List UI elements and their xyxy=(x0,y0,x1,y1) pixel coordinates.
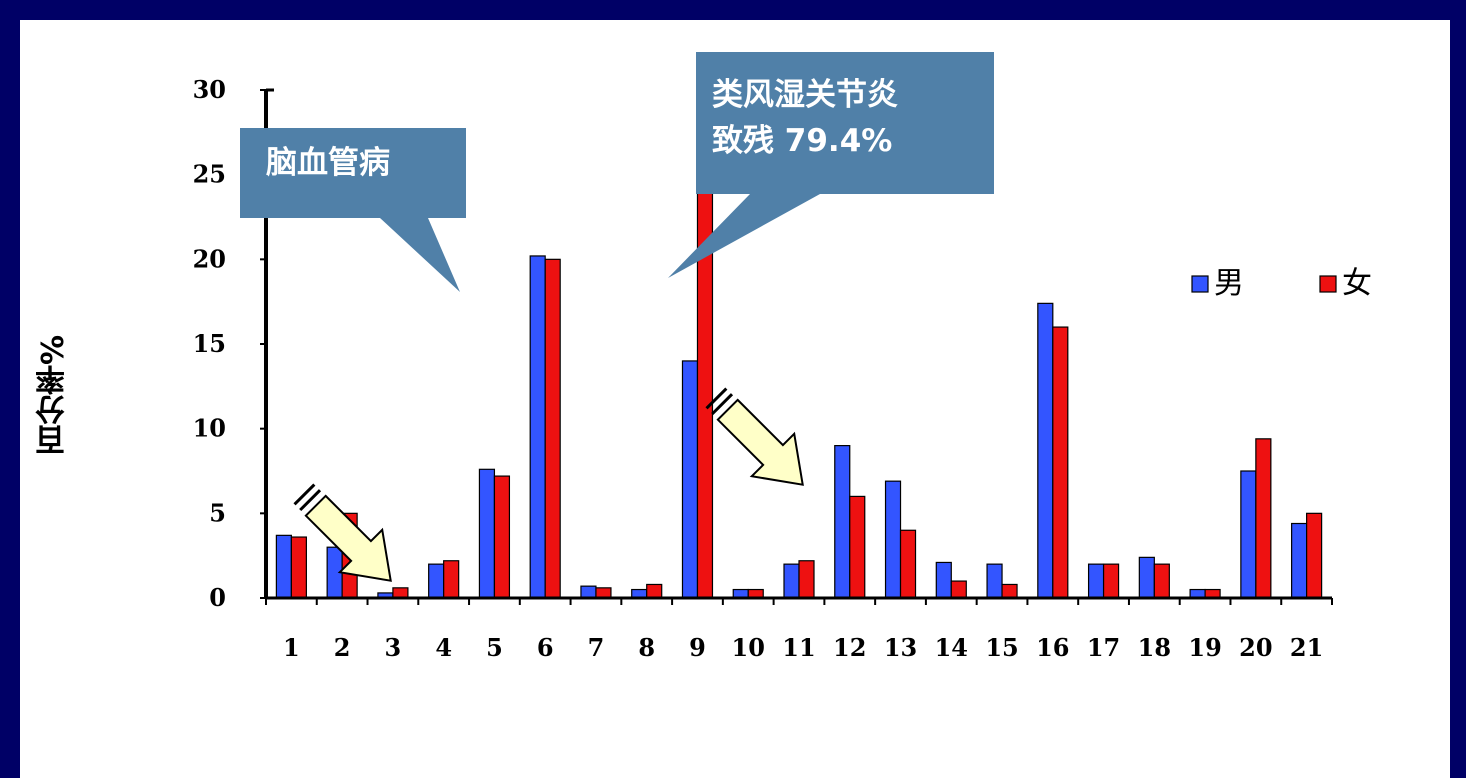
bar-female-1 xyxy=(290,536,307,599)
x-tick-label: 11 xyxy=(782,633,815,662)
legend-swatch xyxy=(1191,275,1209,293)
y-tick-label: 25 xyxy=(193,160,226,189)
x-tick-label: 3 xyxy=(385,633,402,662)
bar-female-4 xyxy=(443,560,460,599)
bar-male-5 xyxy=(478,468,496,599)
bar-male-18 xyxy=(1138,556,1155,599)
bar-male-14 xyxy=(935,561,952,599)
callout-arthritis-line2: 致残 79.4% xyxy=(712,123,893,159)
y-tick-label: 10 xyxy=(193,414,226,443)
legend: 男女 xyxy=(1191,266,1372,301)
bar-male-9 xyxy=(681,360,699,599)
bar-female-14 xyxy=(950,580,967,599)
callout-arthritis-box xyxy=(668,52,994,278)
x-tick-label: 14 xyxy=(935,633,968,662)
x-tick-label: 8 xyxy=(638,633,655,662)
bar-male-7 xyxy=(580,585,597,599)
x-tick-label: 13 xyxy=(884,633,917,662)
bar-female-13 xyxy=(899,529,917,599)
bar-male-21 xyxy=(1291,522,1308,599)
y-tick-label: 20 xyxy=(193,244,226,273)
callout-arthritis-line1: 类风湿关节炎 xyxy=(712,77,898,113)
y-tick-label: 15 xyxy=(193,329,226,358)
x-tick-label: 2 xyxy=(334,633,351,662)
arrow-icon xyxy=(293,483,392,582)
bar-female-21 xyxy=(1306,512,1323,599)
x-tick-label: 17 xyxy=(1087,633,1120,662)
bar-female-20 xyxy=(1255,438,1272,599)
legend-label: 女 xyxy=(1342,266,1372,301)
x-tick-label: 10 xyxy=(732,633,765,662)
legend-swatch xyxy=(1319,275,1337,293)
bar-male-15 xyxy=(986,563,1003,599)
bar-male-11 xyxy=(783,563,800,599)
x-tick-labels: 1 2 3 4 5 6 7 8 9 10 11 12 13 14 15 16 17 18 19 20 21 xyxy=(283,633,1323,662)
x-tick-label: 20 xyxy=(1239,633,1272,662)
y-tick-label: 0 xyxy=(209,583,226,612)
bar-female-7 xyxy=(595,587,612,599)
y-tick-label: 30 xyxy=(193,75,226,104)
bar-male-6 xyxy=(529,255,546,599)
x-tick-label: 15 xyxy=(985,633,1018,662)
bar-female-15 xyxy=(1001,583,1018,599)
bar-female-6 xyxy=(544,258,561,599)
x-tick-label: 12 xyxy=(833,633,866,662)
bar-female-5 xyxy=(493,475,511,599)
x-tick-label: 4 xyxy=(435,633,452,662)
x-tick-label: 5 xyxy=(486,633,503,662)
bar-male-16 xyxy=(1037,302,1054,599)
bar-female-17 xyxy=(1102,563,1120,599)
bar-female-12 xyxy=(849,495,866,599)
bar-female-8 xyxy=(646,583,663,599)
y-tick-labels: 0 5 10 15 20 25 30 xyxy=(193,75,226,612)
bar-male-17 xyxy=(1087,563,1105,599)
x-tick-label: 7 xyxy=(588,633,605,662)
bar-male-4 xyxy=(428,563,445,599)
x-tick-label: 9 xyxy=(689,633,706,662)
x-tick-label: 1 xyxy=(283,633,300,662)
y-axis-label: 百分率% xyxy=(36,334,71,456)
x-tick-label: 18 xyxy=(1138,633,1171,662)
x-tick-label: 19 xyxy=(1188,633,1221,662)
slide: 0 5 10 15 20 25 30 1 2 3 4 5 6 7 8 9 10 11 12 13 14 15 16 17 18… xyxy=(20,20,1450,778)
callout-stroke-box xyxy=(240,128,466,292)
arrow-icon xyxy=(705,387,804,486)
bar-male-1 xyxy=(275,534,292,599)
bar-male-13 xyxy=(884,480,902,599)
bar-female-18 xyxy=(1153,563,1170,599)
bar-female-3 xyxy=(392,587,409,599)
bar-male-20 xyxy=(1240,470,1257,599)
x-tick-label: 16 xyxy=(1036,633,1069,662)
y-tick-label: 5 xyxy=(209,498,226,527)
bar-female-11 xyxy=(798,560,815,599)
legend-label: 男 xyxy=(1214,266,1244,301)
callout-stroke-text: 脑血管病 xyxy=(266,145,390,181)
bar-female-16 xyxy=(1052,326,1069,599)
x-tick-label: 21 xyxy=(1290,633,1323,662)
axes-group xyxy=(260,88,1333,605)
bar-male-12 xyxy=(834,445,851,599)
x-tick-label: 6 xyxy=(537,633,554,662)
